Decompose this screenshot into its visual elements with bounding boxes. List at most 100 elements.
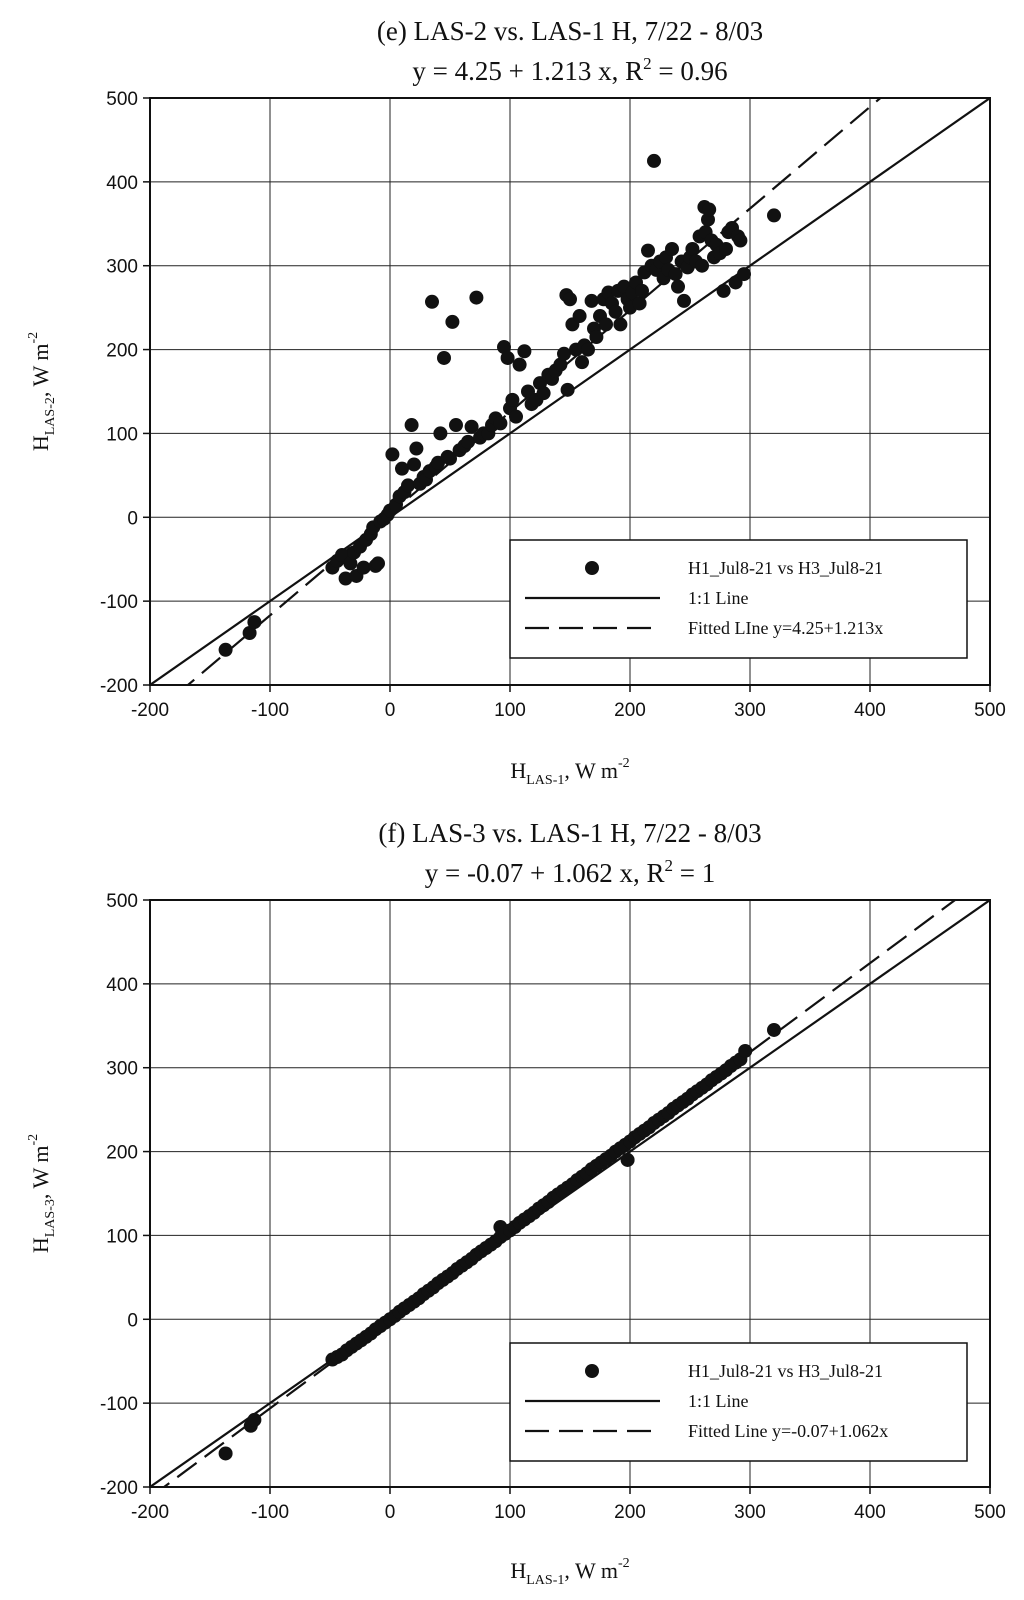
data-point	[599, 317, 613, 332]
y-label-unit: , W m	[28, 344, 53, 398]
y-tick-label: -100	[100, 592, 138, 613]
data-point	[512, 357, 527, 372]
y-tick-label: 300	[106, 257, 138, 278]
r2-superscript: 2	[643, 54, 652, 73]
data-point	[620, 1152, 635, 1167]
data-point	[738, 1043, 753, 1058]
grid	[150, 98, 990, 685]
chart-panel-f: (f) LAS-3 vs. LAS-1 H, 7/22 - 8/03 y = -0…	[26, 818, 1006, 1588]
data-point	[218, 642, 233, 657]
data-point	[695, 258, 709, 273]
data-point	[409, 441, 424, 456]
legend-box	[509, 1342, 968, 1462]
plot-frame	[149, 97, 991, 686]
data-point	[395, 461, 409, 476]
r2-value: = 0.96	[652, 56, 728, 86]
data-point	[647, 153, 661, 168]
data-point	[584, 293, 599, 308]
data-point	[425, 294, 439, 309]
data-point	[665, 241, 679, 256]
chart-title: (f) LAS-3 vs. LAS-1 H, 7/22 - 8/03	[378, 818, 761, 848]
data-point	[401, 478, 415, 493]
x-label-main: H	[510, 758, 526, 783]
x-label-main: H	[510, 1558, 526, 1583]
y-tick-label: 0	[127, 508, 138, 529]
data-point	[437, 350, 451, 365]
x-label-sub: LAS-1	[526, 1573, 564, 1588]
x-tick-label: 300	[734, 700, 766, 721]
data-point	[733, 233, 748, 248]
legend: H1_Jul8-21 vs H3_Jul8-21 1:1 Line Fitted L…	[509, 539, 968, 659]
data-point	[517, 344, 532, 359]
data-point	[497, 340, 511, 355]
data-point	[371, 556, 385, 571]
data-point	[608, 304, 623, 319]
r2-superscript: 2	[664, 856, 673, 875]
y-tick-label: 100	[106, 1226, 138, 1247]
y-tick-label: -200	[100, 1478, 138, 1499]
x-tick-label: 200	[614, 700, 646, 721]
data-point	[407, 457, 421, 472]
y-label-unit: , W m	[28, 1146, 53, 1200]
x-tick-label: 200	[614, 1502, 646, 1523]
legend-label: Fitted LIne y=4.25+1.213x	[688, 618, 883, 638]
data-point	[702, 202, 717, 217]
data-point	[338, 571, 353, 586]
legend-label: H1_Jul8-21 vs H3_Jul8-21	[688, 1361, 883, 1381]
legend-label: Fitted Line y=-0.07+1.062x	[688, 1421, 888, 1441]
data-point	[404, 418, 419, 433]
data-point	[719, 241, 733, 256]
x-tick-label: -200	[131, 1502, 169, 1523]
x-axis-label: HLAS-1, W m-2	[510, 756, 629, 788]
equation-text: y = -0.07 + 1.062 x, R	[425, 858, 665, 888]
data-point	[493, 416, 508, 431]
fitted-line	[186, 98, 883, 685]
equation-text: y = 4.25 + 1.213 x, R	[412, 56, 643, 86]
data-point	[668, 267, 683, 282]
x-axis-label: HLAS-1, W m-2	[510, 1556, 629, 1588]
plot-frame	[149, 899, 991, 1488]
data-point	[671, 279, 685, 294]
data-point	[575, 355, 589, 370]
data-point	[469, 290, 484, 305]
x-tick-label: -100	[251, 700, 289, 721]
data-point	[242, 626, 257, 641]
y-tick-label: 0	[127, 1310, 138, 1331]
data-point	[557, 346, 571, 361]
data-point	[509, 409, 523, 424]
data-point	[589, 329, 604, 344]
x-label-unit: , W m	[564, 758, 618, 783]
chart-title: (e) LAS-2 vs. LAS-1 H, 7/22 - 8/03	[377, 16, 763, 46]
x-tick-label: 400	[854, 700, 886, 721]
data-point	[716, 283, 731, 298]
x-tick-label: -100	[251, 1502, 289, 1523]
data-point	[685, 241, 700, 256]
x-label-sup: -2	[618, 1556, 630, 1571]
data-point	[581, 342, 595, 357]
y-label-sub: LAS-2	[43, 397, 58, 435]
y-tick-label: 400	[106, 975, 138, 996]
y-tick-label: 500	[106, 891, 138, 912]
x-tick-label: -200	[131, 700, 169, 721]
x-tick-label: 100	[494, 700, 526, 721]
legend-marker-points	[585, 1364, 599, 1378]
y-label-sup: -2	[26, 332, 41, 344]
data-point	[464, 419, 479, 434]
x-tick-label: 100	[494, 1502, 526, 1523]
y-tick-label: 100	[106, 424, 138, 445]
data-point	[500, 350, 515, 365]
legend: H1_Jul8-21 vs H3_Jul8-21 1:1 Line Fitted L…	[509, 1342, 968, 1462]
data-point	[572, 309, 587, 324]
data-point	[641, 243, 655, 258]
data-point	[632, 296, 647, 311]
data-point	[247, 615, 262, 630]
x-tick-label: 500	[974, 700, 1006, 721]
scatter-points	[218, 153, 781, 657]
x-label-sup: -2	[618, 756, 630, 771]
data-point	[767, 1022, 781, 1037]
y-tick-label: 400	[106, 173, 138, 194]
data-point	[443, 451, 457, 466]
data-point	[505, 392, 520, 407]
legend-label: 1:1 Line	[688, 1391, 749, 1411]
